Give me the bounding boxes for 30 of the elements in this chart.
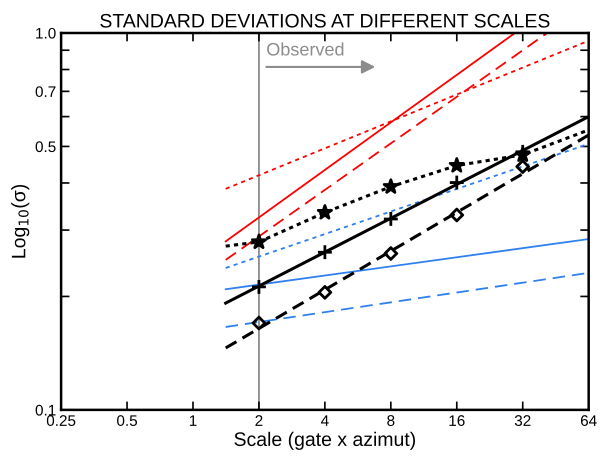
x-axis-title: Scale (gate x azimut) xyxy=(234,432,415,450)
point xyxy=(250,278,268,296)
annotation: Observed xyxy=(267,42,344,56)
x-tick-label: 64 xyxy=(580,415,597,426)
point xyxy=(384,246,398,261)
point xyxy=(448,174,466,191)
point xyxy=(318,285,332,300)
x-tick-label: 32 xyxy=(514,415,530,426)
point xyxy=(252,316,266,330)
y-axis-title: Log$_{10}$(σ) xyxy=(11,184,30,258)
x-tick-label: 4 xyxy=(320,415,329,426)
point xyxy=(250,234,267,249)
y-tick-label: 1.0 xyxy=(36,28,56,39)
point xyxy=(316,244,334,261)
point xyxy=(515,159,530,174)
point xyxy=(449,208,464,222)
x-tick-label: 0.25 xyxy=(46,415,76,426)
chart-title: STANDARD DEVIATIONS AT DIFFERENT SCALES xyxy=(100,14,550,28)
point xyxy=(382,178,399,194)
point xyxy=(382,210,400,228)
x-tick-label: 0.5 xyxy=(117,415,138,426)
y-tick-label: 0.5 xyxy=(36,141,56,152)
x-tick-label: 2 xyxy=(255,415,262,426)
point xyxy=(316,204,333,220)
y-tick-label: 0.7 xyxy=(36,86,56,98)
x-tick-label: 16 xyxy=(449,415,465,426)
x-tick-label: 1 xyxy=(190,415,196,426)
y-tick-label: 0.1 xyxy=(36,404,56,416)
x-tick-label: 8 xyxy=(387,415,394,426)
point xyxy=(448,157,465,173)
